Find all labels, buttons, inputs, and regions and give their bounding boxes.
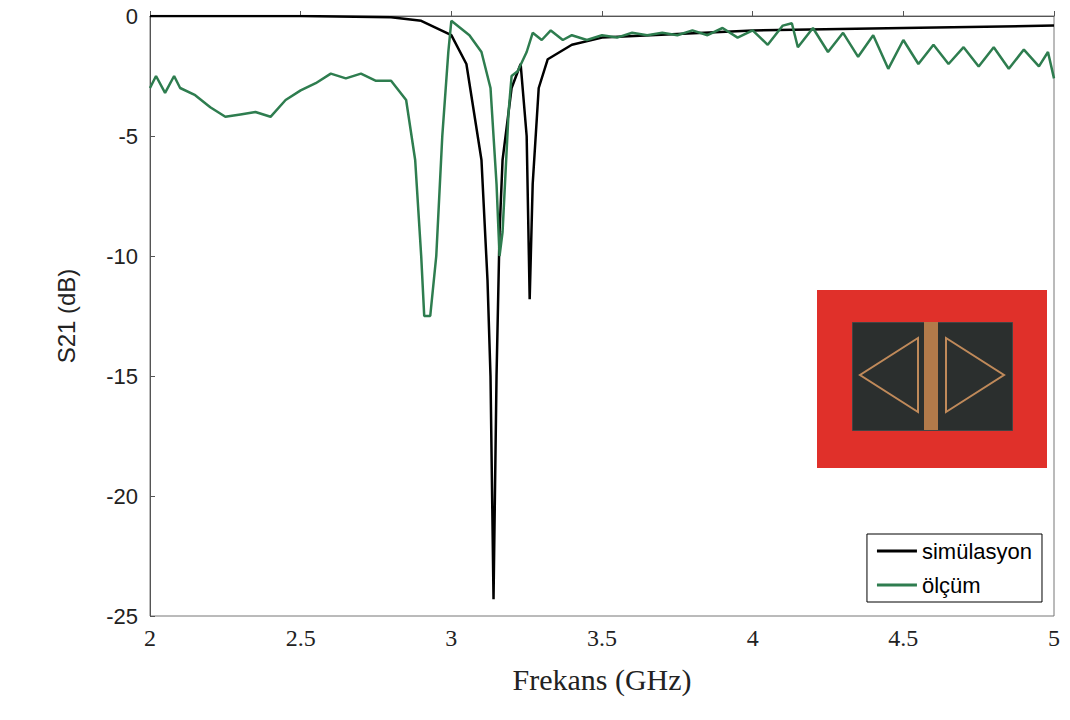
svg-text:5: 5	[1048, 625, 1060, 651]
svg-text:-10: -10	[106, 244, 138, 269]
svg-text:4.5: 4.5	[888, 625, 918, 651]
svg-text:ölçüm: ölçüm	[922, 573, 981, 598]
svg-text:-5: -5	[118, 124, 138, 149]
svg-text:0: 0	[126, 4, 138, 29]
svg-text:-25: -25	[106, 604, 138, 629]
svg-text:Frekans (GHz): Frekans (GHz)	[512, 663, 691, 697]
svg-text:-15: -15	[106, 364, 138, 389]
svg-text:simülasyon: simülasyon	[922, 539, 1032, 564]
svg-text:-20: -20	[106, 484, 138, 509]
svg-text:3: 3	[445, 625, 457, 651]
svg-text:S21 (dB): S21 (dB)	[53, 269, 80, 364]
svg-text:2: 2	[144, 625, 156, 651]
svg-text:4: 4	[747, 625, 759, 651]
svg-text:2.5: 2.5	[286, 625, 316, 651]
svg-text:3.5: 3.5	[587, 625, 617, 651]
